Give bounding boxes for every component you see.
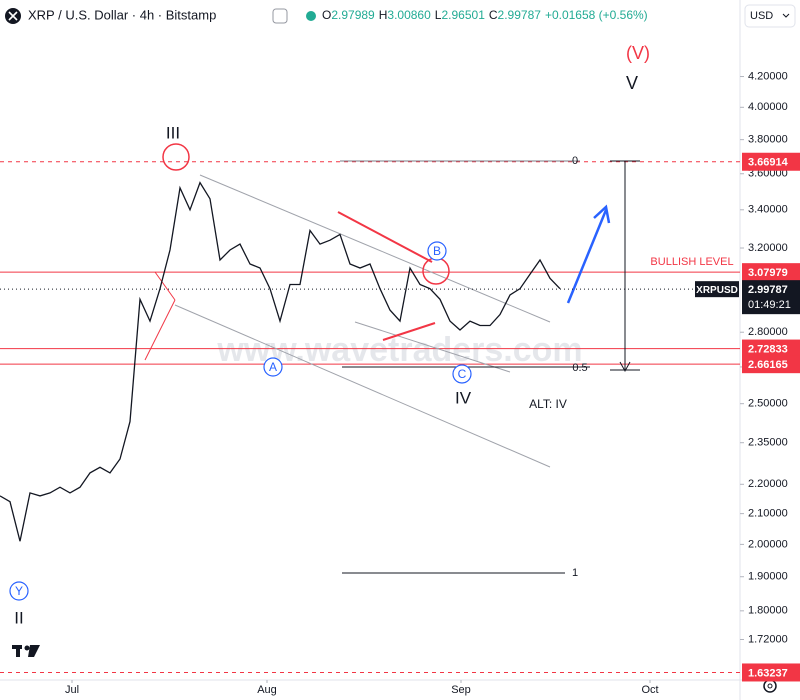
y-tick-label: 2.00000	[748, 538, 788, 550]
y-tick-label: 3.40000	[748, 204, 788, 216]
icon[interactable]	[272, 8, 288, 24]
arrow-head	[619, 361, 631, 373]
drawing-line	[174, 304, 551, 468]
ohlc-text: O2.97989 H3.00860 L2.96501 C2.99787 +0.01658…	[322, 8, 648, 22]
logo-part	[16, 645, 20, 657]
ohlc-value: 3.00860	[387, 8, 431, 22]
wave-circle	[427, 241, 447, 261]
market-status	[306, 11, 316, 21]
ohlc: O2.97989 H3.00860 L2.96501 C2.99787 +0.01658…	[322, 8, 648, 22]
wave-circle	[9, 581, 29, 601]
y-tick-label: 2.10000	[748, 508, 788, 520]
ohlc-key: C	[489, 8, 498, 22]
y-tick-label: 4.20000	[748, 70, 788, 82]
wave-circle	[452, 364, 472, 384]
drawing-circle	[162, 143, 190, 171]
y-tick-label: 2.50000	[748, 398, 788, 410]
price-badge	[742, 663, 800, 682]
y-tick-label: 3.80000	[748, 134, 788, 146]
symbol-badge	[695, 281, 739, 298]
currency: USD	[750, 10, 773, 22]
y-tick-label: 3.20000	[748, 242, 788, 254]
drawing-line	[154, 271, 176, 301]
currency-dropdown[interactable]	[744, 4, 796, 28]
price-badge	[742, 355, 800, 374]
y-tick-label: 1.90000	[748, 571, 788, 583]
wave-circle	[263, 357, 283, 377]
y-tick-label: 2.80000	[748, 326, 788, 338]
bullish-label: BULLISH LEVEL	[650, 256, 733, 268]
fib-label: 0	[572, 155, 578, 167]
wave-label: B	[433, 244, 441, 258]
countdown: 01:49:21	[748, 299, 791, 311]
wave-label: V	[626, 73, 638, 93]
x-tick-label: Aug	[257, 684, 277, 696]
drawing-line	[566, 209, 608, 304]
price-badge-label: 1.63237	[748, 667, 788, 679]
drawing-line	[382, 322, 436, 341]
chart-title: XRP / U.S. Dollar · 4h · Bitstamp	[28, 7, 216, 22]
change: +0.01658 (+0.56%)	[545, 8, 648, 22]
drawing-line	[337, 211, 433, 263]
y-tick-label: 2.20000	[748, 478, 788, 490]
drawing-line	[199, 174, 551, 323]
wave-label: A	[269, 360, 277, 374]
ohlc-value: 2.99787	[498, 8, 542, 22]
last-price-label: 2.99787	[748, 284, 788, 296]
symbol-badge-label: XRPUSD	[696, 285, 738, 296]
price-badge-label: 2.66165	[748, 359, 788, 371]
ohlc-value: 2.96501	[441, 8, 485, 22]
ohlc-value: 2.97989	[331, 8, 375, 22]
x-tick-label: Oct	[641, 684, 658, 696]
last-price-badge	[742, 280, 800, 315]
logo-part	[24, 645, 30, 651]
wave-label: Y	[15, 584, 23, 598]
wave-label: IV	[455, 388, 472, 407]
ohlc-key: O	[322, 8, 331, 22]
alt-label: ALT: IV	[529, 397, 567, 411]
tv-logo	[12, 645, 40, 657]
fib-label: 1	[572, 567, 578, 579]
arrow-head	[593, 204, 611, 224]
y-tick-label: 4.00000	[748, 101, 788, 113]
wave-label: (V)	[626, 43, 650, 63]
wave-label: II	[14, 608, 23, 627]
drawing-line	[144, 299, 176, 361]
header: XRP / U.S. Dollar · 4h · Bitstamp O2.979…	[5, 4, 796, 28]
wave-label: C	[458, 367, 467, 381]
logo-part	[28, 645, 40, 657]
symbol-icon-mark	[8, 11, 18, 21]
price-badge-label: 3.66914	[748, 157, 789, 169]
price-badge	[742, 152, 800, 171]
price-line	[0, 181, 561, 542]
price-badge-label: 3.07979	[748, 267, 788, 279]
y-tick-label: 1.72000	[748, 633, 788, 645]
wave-label: III	[166, 123, 180, 142]
x-tick-label: Sep	[451, 684, 471, 696]
y-tick-label: 2.35000	[748, 437, 788, 449]
fib-label: 0.5	[572, 362, 587, 374]
price-badge-label: 2.72833	[748, 343, 788, 355]
ohlc-key: L	[435, 8, 442, 22]
y-tick-label: 1.80000	[748, 605, 788, 617]
price-badge	[742, 263, 800, 282]
gear-center	[767, 683, 773, 689]
ohlc-key: H	[379, 8, 388, 22]
x-tick-label: Jul	[65, 684, 79, 696]
drawing-line	[354, 321, 511, 373]
dropdown-caret	[782, 13, 790, 18]
price-badge	[742, 339, 800, 358]
